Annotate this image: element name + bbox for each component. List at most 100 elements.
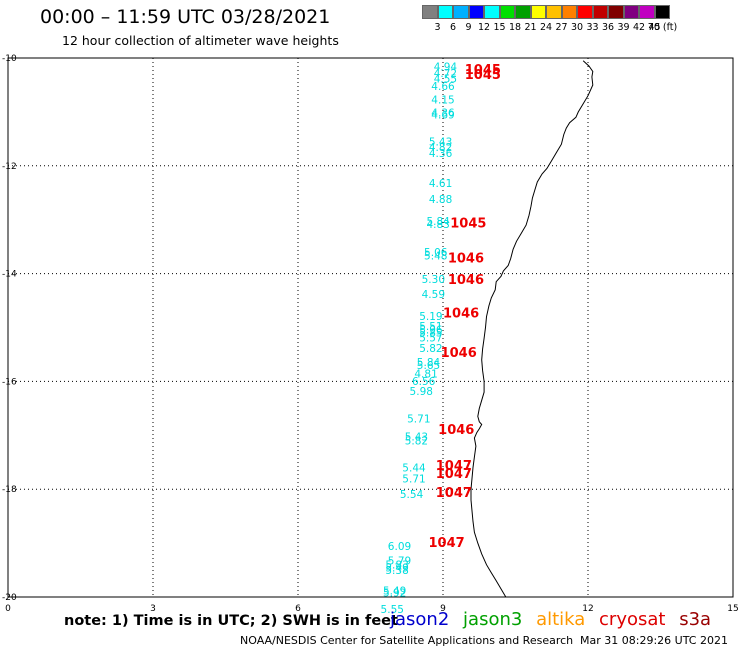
swh-point-label: 5.44 <box>402 463 426 475</box>
chart-title: 00:00 – 11:59 UTC 03/28/2021 <box>40 6 331 28</box>
color-scale-label: 18 <box>508 22 522 33</box>
footer-note: note: 1) Time is in UTC; 2) SWH is in fe… <box>64 613 398 629</box>
swh-point-label: 5.38 <box>385 565 408 577</box>
pass-number-label: 1047 <box>436 459 472 474</box>
color-scale <box>422 5 670 19</box>
swh-point-label: 5.54 <box>400 489 424 501</box>
y-tick-label: -20 <box>2 593 17 603</box>
color-scale-label: 15 <box>493 22 506 33</box>
swh-point-label: 5.92 <box>383 588 406 600</box>
swh-point-label: 5.98 <box>410 386 433 398</box>
color-scale-label: 27 <box>555 22 568 33</box>
swh-point-label: 4.15 <box>431 95 454 107</box>
color-swatch <box>608 5 624 19</box>
swh-point-label: 6.56 <box>412 376 436 388</box>
color-scale-label: 12 <box>477 22 491 33</box>
sat-altika: altika <box>536 609 586 630</box>
color-swatch <box>499 5 515 19</box>
swh-point-label: 5.82 <box>419 343 442 355</box>
swh-point-label: 4.88 <box>429 194 452 206</box>
swh-point-label: 5.43 <box>429 137 452 149</box>
color-scale-label: 36 <box>601 22 615 33</box>
x-tick-label: 3 <box>150 604 156 614</box>
credit-line: NOAA/NESDIS Center for Satellite Applica… <box>240 634 574 647</box>
x-tick-label: 0 <box>5 604 11 614</box>
swh-point-label: 5.49 <box>385 562 408 574</box>
color-swatch <box>515 5 531 19</box>
swh-point-label: 4.66 <box>431 81 455 93</box>
swh-point-label: 4.72 <box>434 68 457 80</box>
satellite-legend: jason2 jason3 altika cryosat s3a <box>390 609 719 630</box>
swh-point-label: 5.57 <box>419 333 442 345</box>
y-tick-label: -10 <box>2 54 17 64</box>
x-tick-label: 9 <box>440 604 446 614</box>
color-swatch <box>577 5 593 19</box>
pass-number-label: 1047 <box>436 467 472 482</box>
color-swatch <box>546 5 562 19</box>
swh-point-label: 5.96 <box>419 325 443 337</box>
coastline <box>470 60 594 598</box>
color-swatch <box>654 5 670 19</box>
color-scale-label: 3 <box>434 22 441 33</box>
swh-point-label: 5.49 <box>383 586 406 598</box>
swh-point-label: 5.84 <box>417 357 441 369</box>
color-swatch <box>639 5 655 19</box>
x-tick-label: 15 <box>727 604 738 614</box>
color-scale-label: 30 <box>570 22 584 33</box>
timestamp: Mar 31 08:29:26 UTC 2021 <box>580 634 728 647</box>
color-swatch <box>592 5 608 19</box>
color-swatch <box>484 5 500 19</box>
x-tick-label: 6 <box>295 604 301 614</box>
swh-point-label: 5.82 <box>405 436 428 448</box>
swh-point-label: 5.84 <box>426 216 450 228</box>
y-tick-label: -12 <box>2 162 17 172</box>
color-scale-labels: 3 6 9 12 15 18 21 24 27 30 33 36 39 42 45 70 (ft) <box>422 22 740 34</box>
swh-point-label: 5.71 <box>402 473 425 485</box>
swh-point-label: 4.82 <box>429 142 452 154</box>
pass-number-label: 1047 <box>429 536 465 551</box>
swh-point-label: 4.61 <box>429 178 452 190</box>
swh-point-label: 4.36 <box>431 107 455 119</box>
swh-point-label: 6.09 <box>388 541 411 553</box>
color-scale-label: 45 <box>648 22 661 33</box>
swh-point-label: 4.81 <box>414 368 437 380</box>
color-scale-label: 39 <box>617 22 630 33</box>
color-scale-label: 33 <box>586 22 599 33</box>
color-scale-label: 21 <box>524 22 537 33</box>
pass-number-label: 1046 <box>448 273 484 288</box>
swh-point-label: 4.36 <box>429 148 453 160</box>
swh-point-label: 4.69 <box>431 110 454 122</box>
swh-point-label: 5.79 <box>388 555 411 567</box>
y-tick-label: -14 <box>2 270 17 280</box>
color-swatch <box>468 5 484 19</box>
sat-cryosat: cryosat <box>599 609 666 630</box>
color-scale-label: 42 <box>632 22 646 33</box>
swh-point-label: 5.55 <box>381 604 404 616</box>
swh-point-label: 5.43 <box>405 431 428 443</box>
x-tick-label: 12 <box>582 604 593 614</box>
swh-point-label: 5.83 <box>385 560 408 572</box>
pass-number-label: 1045 <box>450 216 486 231</box>
swh-point-label: 4.83 <box>426 219 449 231</box>
color-swatch <box>453 5 469 19</box>
sat-jason2: jason2 <box>390 609 450 630</box>
color-scale-label: 6 <box>449 22 457 33</box>
color-swatch <box>437 5 453 19</box>
swh-point-label: 4.59 <box>422 289 445 301</box>
swh-point-label: 5.30 <box>422 274 445 286</box>
color-swatch <box>530 5 546 19</box>
color-swatch <box>561 5 577 19</box>
swh-point-label: 5.06 <box>424 247 448 259</box>
swh-point-label: 5.71 <box>407 414 430 426</box>
pass-number-label: 1045 <box>465 68 501 83</box>
color-scale-label: 70 (ft) <box>647 22 678 33</box>
plot-frame <box>7 57 734 598</box>
pass-number-label: 1046 <box>441 346 477 361</box>
pass-number-label: 1046 <box>438 423 474 438</box>
pass-number-label: 1045 <box>465 63 501 78</box>
color-scale-label: 9 <box>465 22 472 33</box>
color-swatch <box>422 5 438 19</box>
pass-number-label: 1046 <box>448 251 484 266</box>
swh-point-label: 4.94 <box>434 62 458 74</box>
